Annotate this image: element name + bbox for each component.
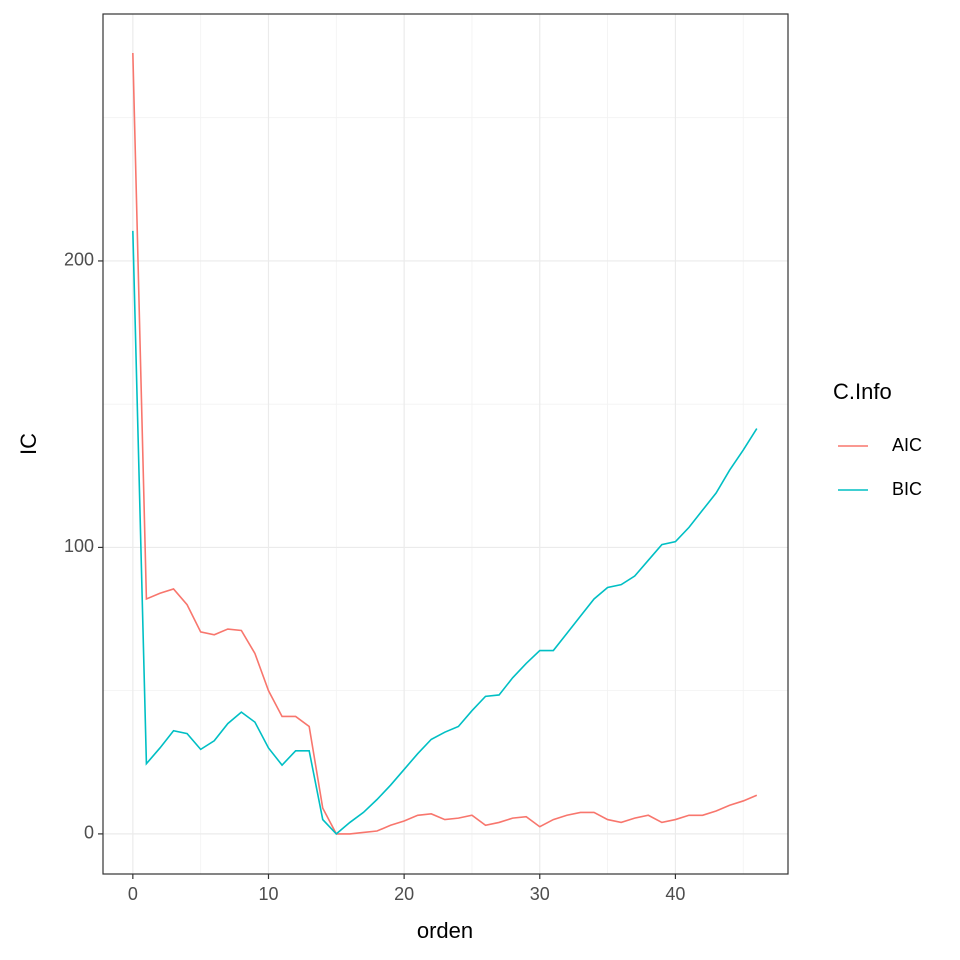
x-tick-label: 0 <box>128 884 138 904</box>
legend-title: C.Info <box>833 379 892 404</box>
x-tick-label: 10 <box>258 884 278 904</box>
y-tick-label: 0 <box>84 823 94 843</box>
x-tick-label: 40 <box>665 884 685 904</box>
panel-border <box>102 13 789 875</box>
y-tick-label: 100 <box>64 536 94 556</box>
legend-label: AIC <box>892 435 922 455</box>
lines <box>132 52 758 835</box>
grid <box>103 14 788 874</box>
series-line <box>132 52 758 835</box>
series-line <box>132 230 758 835</box>
x-tick-label: 20 <box>394 884 414 904</box>
x-axis-title: orden <box>417 918 473 943</box>
y-axis-title: IC <box>16 433 41 455</box>
x-tick-label: 30 <box>530 884 550 904</box>
legend-label: BIC <box>892 479 922 499</box>
y-tick-label: 200 <box>64 250 94 270</box>
